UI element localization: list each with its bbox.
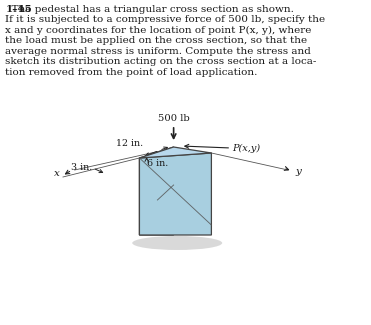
Ellipse shape: [132, 236, 222, 250]
Polygon shape: [139, 153, 211, 235]
Text: x: x: [53, 168, 59, 177]
Polygon shape: [139, 147, 174, 235]
Text: 12 in.: 12 in.: [116, 139, 143, 149]
Text: 500 lb: 500 lb: [158, 114, 190, 123]
Text: The pedestal has a triangular cross section as shown.
If it is subjected to a co: The pedestal has a triangular cross sect…: [6, 5, 325, 77]
Text: P(x,y): P(x,y): [232, 143, 260, 152]
Text: 3 in.: 3 in.: [71, 163, 93, 173]
Text: 6 in.: 6 in.: [147, 159, 168, 167]
Text: 1–45: 1–45: [6, 5, 32, 14]
Polygon shape: [139, 147, 211, 158]
Text: y: y: [295, 167, 301, 176]
